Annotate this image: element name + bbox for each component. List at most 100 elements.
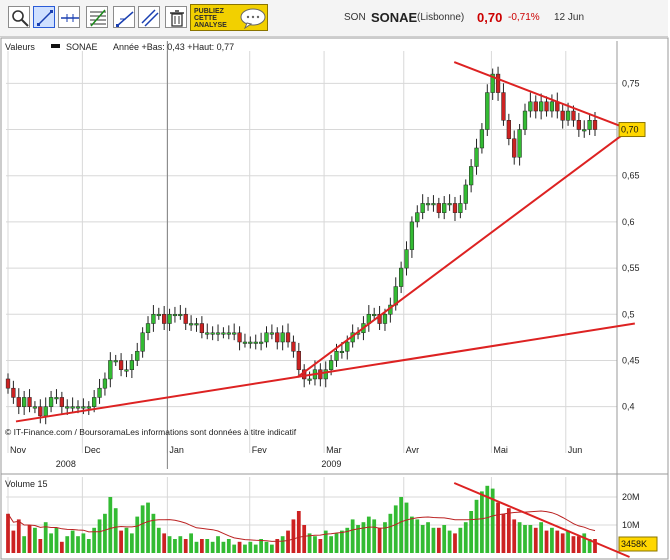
candle-body bbox=[248, 341, 253, 344]
volume-bar bbox=[135, 516, 140, 553]
header-left: Valeurs bbox=[5, 42, 35, 52]
volume-bar bbox=[539, 522, 544, 553]
candle-body bbox=[442, 203, 447, 213]
volume-bar bbox=[16, 519, 21, 553]
volume-bar bbox=[286, 530, 290, 553]
candle-body bbox=[501, 92, 506, 121]
candle-body bbox=[65, 406, 70, 409]
candle-body bbox=[420, 203, 425, 213]
volume-bar bbox=[108, 497, 113, 553]
trend-channel-icon bbox=[116, 11, 134, 27]
price-tick-label: 0,5 bbox=[622, 309, 635, 319]
volume-bar bbox=[550, 527, 554, 553]
volume-bar bbox=[151, 513, 156, 553]
volume-bar bbox=[442, 525, 447, 553]
volume-bar bbox=[27, 525, 32, 553]
trash-icon bbox=[170, 10, 184, 27]
trash-button[interactable] bbox=[165, 6, 187, 28]
candle-body bbox=[5, 378, 11, 389]
month-tick-label: Dec bbox=[84, 445, 101, 455]
candle-body bbox=[92, 397, 97, 407]
candle-body bbox=[226, 332, 231, 335]
candle-body bbox=[377, 314, 382, 324]
candle-body bbox=[178, 314, 183, 317]
month-tick-label: Avr bbox=[406, 445, 419, 455]
candle-body bbox=[32, 406, 38, 409]
draw-line-button[interactable] bbox=[33, 6, 55, 28]
volume-bar bbox=[501, 513, 506, 553]
candle-body bbox=[485, 92, 490, 130]
candle-body bbox=[512, 138, 517, 158]
trend-channel-button[interactable] bbox=[113, 6, 135, 28]
publish-analysis-button[interactable]: PUBLIEZ CETTE ANALYSE bbox=[190, 4, 268, 31]
quote-name: SONAE bbox=[371, 10, 418, 25]
candle-body bbox=[269, 332, 275, 335]
candle-body bbox=[253, 341, 258, 344]
zoom-button[interactable] bbox=[8, 6, 30, 28]
volume-bar bbox=[420, 525, 425, 553]
candle-body bbox=[205, 332, 210, 335]
price-tick-label: 0,75 bbox=[622, 78, 640, 88]
chart-area[interactable]: 0,750,70,650,60,550,50,450,4NovDecJanFev… bbox=[0, 37, 670, 560]
volume-bar bbox=[560, 533, 565, 553]
volume-bar bbox=[469, 511, 474, 553]
volume-bar bbox=[366, 516, 371, 553]
volume-bar bbox=[33, 527, 37, 553]
volume-bar bbox=[205, 539, 210, 553]
volume-bar bbox=[480, 491, 484, 553]
candle-body bbox=[323, 369, 328, 380]
header-series: SONAE bbox=[66, 42, 98, 52]
volume-bar bbox=[340, 530, 344, 553]
candle-body bbox=[135, 350, 140, 361]
candle-body bbox=[38, 406, 43, 417]
volume-bar bbox=[70, 530, 75, 553]
volume-bar bbox=[523, 525, 527, 553]
volume-bar bbox=[436, 527, 441, 553]
volume-bar bbox=[323, 530, 328, 553]
candle-body bbox=[113, 360, 118, 363]
horizontal-line-button[interactable] bbox=[58, 6, 80, 28]
candle-body bbox=[345, 341, 350, 352]
candle-body bbox=[140, 332, 145, 352]
price-trendline bbox=[453, 61, 630, 131]
candle-body bbox=[124, 369, 129, 372]
month-tick-label: Jan bbox=[169, 445, 184, 455]
candle-body bbox=[479, 129, 485, 149]
candle-body bbox=[431, 203, 436, 206]
candle-body bbox=[156, 314, 161, 317]
candle-body bbox=[517, 129, 522, 158]
price-tick-label: 0,65 bbox=[622, 171, 640, 181]
publish-line3: ANALYSE bbox=[194, 22, 227, 29]
volume-bar bbox=[533, 527, 538, 553]
candle-body bbox=[409, 221, 415, 250]
volume-bar bbox=[124, 527, 129, 553]
candle-body bbox=[398, 267, 404, 287]
volume-bar bbox=[162, 533, 167, 553]
candle-body bbox=[291, 341, 296, 352]
volume-bar bbox=[463, 522, 468, 553]
parallel-lines-button[interactable] bbox=[138, 6, 160, 28]
candle-body bbox=[571, 110, 576, 121]
candle-body bbox=[16, 397, 21, 407]
volume-bar bbox=[65, 536, 70, 553]
candle-body bbox=[425, 203, 431, 206]
volume-bar bbox=[555, 530, 560, 553]
candle-body bbox=[210, 332, 215, 335]
fibonacci-button[interactable] bbox=[86, 6, 108, 28]
horizontal-line-icon bbox=[61, 14, 79, 22]
volume-bar bbox=[528, 525, 533, 553]
volume-bar bbox=[544, 530, 549, 553]
volume-bar bbox=[11, 530, 16, 553]
candle-body bbox=[129, 360, 134, 370]
volume-tick-label: 10M bbox=[622, 520, 640, 530]
candle-body bbox=[474, 147, 479, 167]
volume-bar bbox=[22, 536, 27, 553]
candle-body bbox=[495, 73, 501, 93]
volume-bar bbox=[49, 533, 53, 553]
candle-body bbox=[242, 341, 248, 344]
candle-body bbox=[86, 406, 91, 409]
volume-bar bbox=[383, 522, 387, 553]
volume-bar bbox=[329, 536, 334, 553]
month-tick-label: Fev bbox=[252, 445, 268, 455]
candle-body bbox=[280, 332, 285, 343]
